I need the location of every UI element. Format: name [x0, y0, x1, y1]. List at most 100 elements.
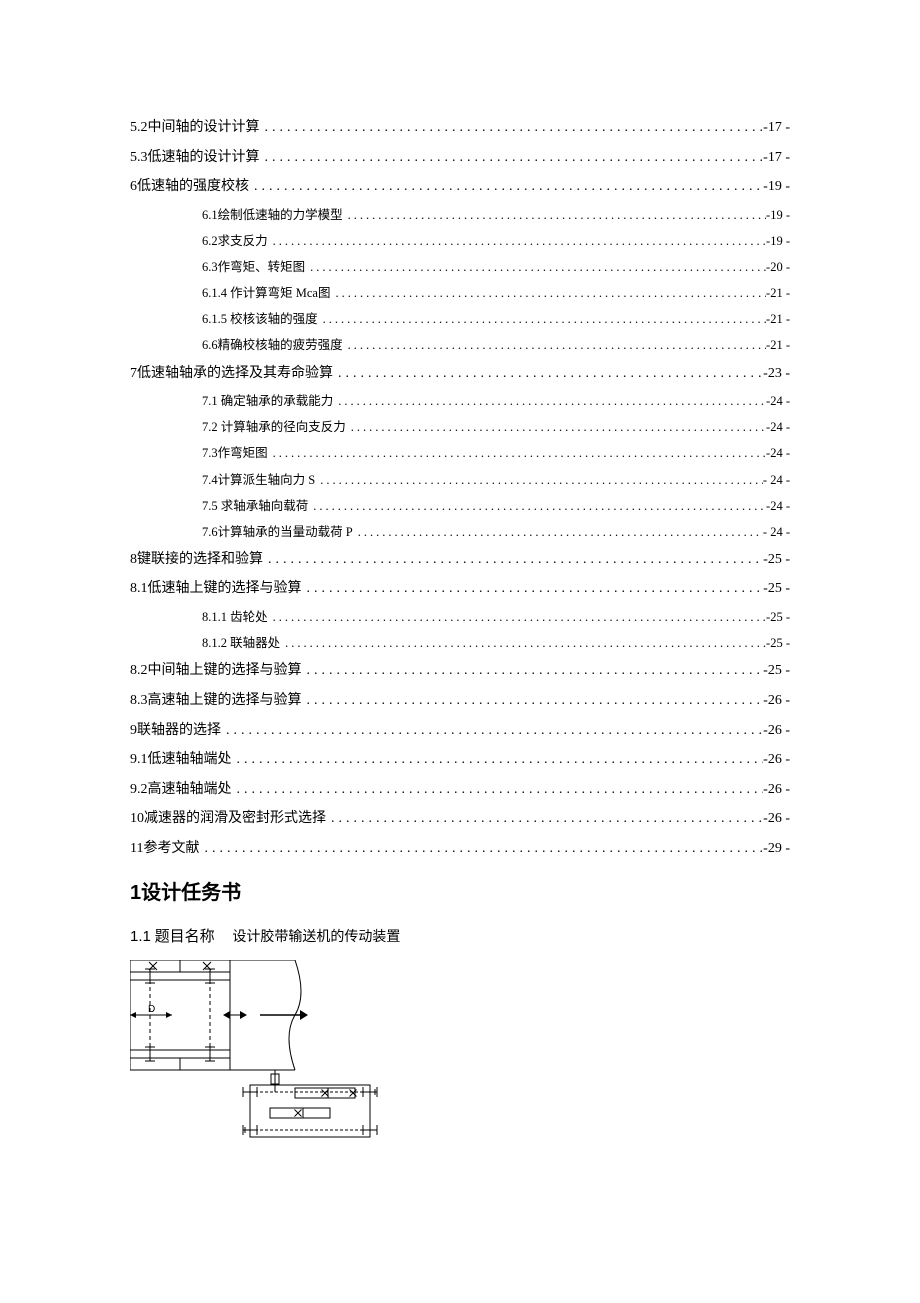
toc-title: 7低速轴轴承的选择及其寿命验算: [130, 361, 333, 388]
toc-page: -25 -: [763, 658, 790, 685]
toc-title: 8键联接的选择和验算: [130, 547, 263, 574]
toc-page: -26 -: [763, 747, 790, 774]
svg-text:D: D: [148, 1004, 155, 1015]
toc-page: -20 -: [766, 256, 790, 279]
transmission-diagram: D: [130, 960, 790, 1160]
table-of-contents: 5.2中间轴的设计计算.............................…: [130, 115, 790, 862]
toc-entry: 7.1 确定轴承的承载能力...........................…: [202, 390, 790, 413]
toc-dots: ........................................…: [268, 230, 766, 253]
toc-entry: 7.4计算派生轴向力 S............................…: [202, 469, 790, 492]
toc-page: -26 -: [763, 688, 790, 715]
toc-title: 7.2 计算轴承的径向支反力: [202, 416, 346, 439]
toc-page: -25 -: [766, 606, 790, 629]
toc-dots: ........................................…: [221, 718, 763, 745]
toc-page: -24 -: [766, 442, 790, 465]
toc-title: 5.2中间轴的设计计算: [130, 115, 260, 142]
diagram-svg: D: [130, 960, 380, 1155]
toc-title: 10减速器的润滑及密封形式选择: [130, 806, 326, 833]
toc-page: -26 -: [763, 718, 790, 745]
toc-entry: 8.1.2 联轴器处..............................…: [202, 632, 790, 655]
toc-page: -23 -: [763, 361, 790, 388]
toc-entry: 6.1.5 校核该轴的强度...........................…: [202, 308, 790, 331]
toc-title: 6.1.4 作计算弯矩 Mca图: [202, 282, 330, 305]
toc-page: -26 -: [763, 777, 790, 804]
toc-dots: ........................................…: [232, 777, 764, 804]
toc-title: 7.5 求轴承轴向载荷: [202, 495, 308, 518]
toc-entry: 11参考文献..................................…: [130, 836, 790, 863]
toc-dots: ........................................…: [343, 334, 766, 357]
toc-entry: 6.3作弯矩、转矩图..............................…: [202, 256, 790, 279]
toc-entry: 7低速轴轴承的选择及其寿命验算.........................…: [130, 361, 790, 388]
toc-title: 9.2高速轴轴端处: [130, 777, 232, 804]
toc-title: 11参考文献: [130, 836, 199, 863]
toc-page: -19 -: [766, 230, 790, 253]
toc-page: -25 -: [766, 632, 790, 655]
toc-title: 6.1绘制低速轴的力学模型: [202, 204, 343, 227]
toc-page: -21 -: [766, 334, 790, 357]
toc-dots: ........................................…: [315, 469, 763, 492]
toc-entry: 7.2 计算轴承的径向支反力..........................…: [202, 416, 790, 439]
toc-entry: 6.1绘制低速轴的力学模型...........................…: [202, 204, 790, 227]
toc-title: 5.3低速轴的设计计算: [130, 145, 260, 172]
toc-dots: ........................................…: [346, 416, 766, 439]
toc-title: 6.2求支反力: [202, 230, 268, 253]
toc-entry: 5.3低速轴的设计计算.............................…: [130, 145, 790, 172]
toc-title: 7.6计算轴承的当量动载荷 P: [202, 521, 353, 544]
toc-dots: ........................................…: [260, 145, 764, 172]
toc-page: -24 -: [766, 416, 790, 439]
toc-page: -29 -: [763, 836, 790, 863]
heading-2-number: 1.1: [130, 928, 151, 945]
toc-page: -19 -: [766, 204, 790, 227]
heading-1: 1设计任务书: [130, 876, 790, 905]
toc-page: -25 -: [763, 576, 790, 603]
toc-dots: ........................................…: [199, 836, 763, 863]
toc-dots: ........................................…: [305, 256, 766, 279]
toc-page: -19 -: [763, 174, 790, 201]
toc-entry: 9联轴器的选择.................................…: [130, 718, 790, 745]
toc-page: - 24 -: [763, 521, 790, 544]
toc-dots: ........................................…: [318, 308, 766, 331]
toc-title: 6.1.5 校核该轴的强度: [202, 308, 318, 331]
heading-2-subtitle: 设计胶带输送机的传动装置: [232, 930, 400, 945]
toc-dots: ........................................…: [263, 547, 763, 574]
toc-entry: 8.1低速轴上键的选择与验算..........................…: [130, 576, 790, 603]
toc-title: 6.6精确校核轴的疲劳强度: [202, 334, 343, 357]
toc-entry: 10减速器的润滑及密封形式选择.........................…: [130, 806, 790, 833]
toc-page: -26 -: [763, 806, 790, 833]
toc-title: 8.1低速轴上键的选择与验算: [130, 576, 302, 603]
toc-entry: 9.2高速轴轴端处...............................…: [130, 777, 790, 804]
toc-page: -17 -: [763, 115, 790, 142]
toc-dots: ........................................…: [333, 390, 766, 413]
toc-entry: 7.6计算轴承的当量动载荷 P.........................…: [202, 521, 790, 544]
toc-dots: ........................................…: [330, 282, 766, 305]
toc-entry: 8.3高速轴上键的选择与验算..........................…: [130, 688, 790, 715]
toc-title: 7.3作弯矩图: [202, 442, 268, 465]
toc-dots: ........................................…: [343, 204, 766, 227]
toc-page: -25 -: [763, 547, 790, 574]
toc-dots: ........................................…: [280, 632, 766, 655]
toc-dots: ........................................…: [249, 174, 763, 201]
toc-title: 7.1 确定轴承的承载能力: [202, 390, 333, 413]
toc-page: - 24 -: [763, 469, 790, 492]
toc-entry: 9.1低速轴轴端处...............................…: [130, 747, 790, 774]
toc-dots: ........................................…: [302, 576, 764, 603]
toc-entry: 6.2求支反力.................................…: [202, 230, 790, 253]
toc-dots: ........................................…: [302, 688, 764, 715]
toc-dots: ........................................…: [308, 495, 766, 518]
toc-dots: ........................................…: [260, 115, 764, 142]
toc-entry: 7.3作弯矩图.................................…: [202, 442, 790, 465]
toc-entry: 7.5 求轴承轴向载荷.............................…: [202, 495, 790, 518]
toc-dots: ........................................…: [268, 442, 766, 465]
toc-dots: ........................................…: [268, 606, 766, 629]
toc-dots: ........................................…: [326, 806, 763, 833]
toc-dots: ........................................…: [333, 361, 763, 388]
toc-entry: 6低速轴的强度校核...............................…: [130, 174, 790, 201]
toc-title: 8.1.2 联轴器处: [202, 632, 280, 655]
toc-title: 6.3作弯矩、转矩图: [202, 256, 305, 279]
toc-dots: ........................................…: [232, 747, 764, 774]
toc-page: -21 -: [766, 308, 790, 331]
toc-entry: 8键联接的选择和验算..............................…: [130, 547, 790, 574]
heading-2: 1.1 题目名称 设计胶带输送机的传动装置: [130, 925, 790, 946]
toc-title: 8.1.1 齿轮处: [202, 606, 268, 629]
toc-entry: 8.1.1 齿轮处...............................…: [202, 606, 790, 629]
